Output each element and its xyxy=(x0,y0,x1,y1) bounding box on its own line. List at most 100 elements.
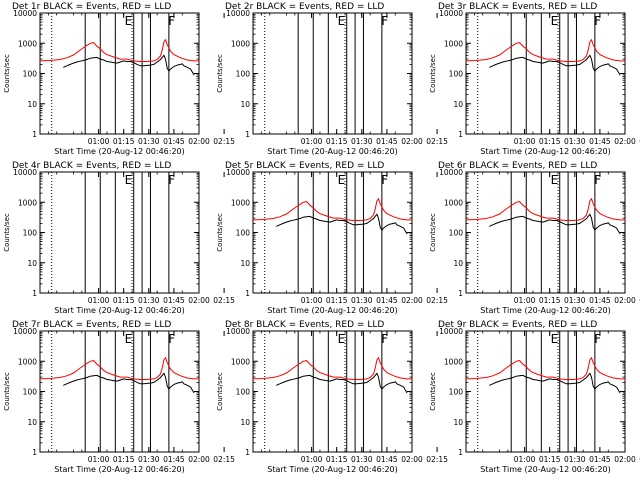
data-point-events xyxy=(539,380,540,381)
data-point-events xyxy=(545,379,547,381)
data-point-events xyxy=(136,64,138,65)
data-point-events xyxy=(63,384,64,386)
data-point-lld xyxy=(525,366,527,368)
data-point-lld xyxy=(499,372,500,374)
data-point-lld xyxy=(173,372,175,373)
flag-label: E xyxy=(125,173,133,187)
data-point-events xyxy=(373,218,374,219)
data-point-events xyxy=(292,378,294,380)
data-point-events xyxy=(535,61,537,63)
data-point-lld xyxy=(272,377,274,378)
x-tick-label: 01:00 xyxy=(88,137,110,146)
panel-det-4: Det 4r BLACK = Events, RED = LLD Counts/s… xyxy=(3,161,235,315)
data-point-lld xyxy=(586,214,587,216)
data-point-events xyxy=(140,383,141,385)
y-tick-label: 1000 xyxy=(231,198,250,207)
data-point-events xyxy=(166,67,168,69)
x-tick-label: 02:00 xyxy=(188,296,210,305)
data-point-events xyxy=(399,225,401,227)
data-point-events xyxy=(612,66,614,68)
data-point-events xyxy=(545,61,547,63)
panel-det-3: Det 3r BLACK = Events, RED = LLD Counts/s… xyxy=(429,2,640,156)
data-point-events xyxy=(589,54,591,56)
data-point-lld xyxy=(353,379,354,380)
data-point-lld xyxy=(359,379,361,380)
data-point-events xyxy=(525,217,527,219)
x-tick-label: 01:15 xyxy=(113,455,135,464)
data-point-events xyxy=(83,378,84,379)
data-point-events xyxy=(376,372,378,374)
data-point-events xyxy=(165,376,166,378)
y-tick-label: 10000 xyxy=(439,327,463,336)
y-axis-label: Counts/sec xyxy=(429,372,437,411)
data-point-lld xyxy=(512,45,514,46)
x-tick-label: 01:45 xyxy=(163,296,185,305)
data-point-lld xyxy=(591,39,592,41)
data-point-lld xyxy=(86,45,88,46)
data-point-events xyxy=(552,61,554,62)
data-point-lld xyxy=(140,379,141,380)
y-tick-label: 10 xyxy=(27,418,37,427)
data-point-lld xyxy=(612,377,614,379)
data-point-events xyxy=(99,58,101,60)
data-point-events xyxy=(140,65,141,67)
data-point-events xyxy=(183,65,185,67)
data-point-events xyxy=(492,383,494,385)
data-point-lld xyxy=(286,213,287,215)
data-point-events xyxy=(332,379,334,381)
x-tick-label: 02:15 xyxy=(213,296,235,305)
data-point-lld xyxy=(624,378,626,380)
data-point-events xyxy=(589,213,591,215)
data-point-events xyxy=(332,220,334,222)
data-point-lld xyxy=(582,218,584,219)
data-point-events xyxy=(99,376,101,378)
data-point-events xyxy=(539,221,540,222)
data-point-events xyxy=(616,227,617,229)
data-point-events xyxy=(282,223,284,224)
data-point-lld xyxy=(89,42,91,44)
y-tick-label: 1 xyxy=(245,289,250,298)
data-point-lld xyxy=(326,215,327,217)
data-point-events xyxy=(519,57,520,59)
data-point-lld xyxy=(393,216,394,218)
data-point-events xyxy=(163,54,165,56)
data-point-events xyxy=(612,384,614,386)
data-point-events xyxy=(302,216,304,218)
data-point-lld xyxy=(96,363,98,365)
data-point-events xyxy=(319,379,321,380)
data-point-lld xyxy=(596,209,597,211)
data-point-lld xyxy=(309,363,311,365)
data-point-events xyxy=(492,65,494,67)
data-point-lld xyxy=(299,204,301,205)
data-point-events xyxy=(607,63,609,65)
x-tick-label: 01:15 xyxy=(326,137,348,146)
x-tick-label: 01:00 xyxy=(301,455,323,464)
data-point-events xyxy=(302,375,304,377)
flag-label: E xyxy=(338,14,346,28)
data-point-events xyxy=(289,379,291,381)
data-point-events xyxy=(499,221,500,223)
data-point-lld xyxy=(49,60,51,61)
x-tick-label: 01:45 xyxy=(163,455,185,464)
flag-label: F xyxy=(594,14,601,28)
data-point-lld xyxy=(186,377,188,379)
data-point-lld xyxy=(332,376,334,378)
data-point-lld xyxy=(606,216,607,218)
data-point-lld xyxy=(166,362,168,363)
data-point-events xyxy=(396,383,398,385)
data-point-lld xyxy=(161,367,163,369)
data-point-lld xyxy=(532,213,534,214)
data-point-lld xyxy=(589,41,591,43)
data-point-lld xyxy=(465,219,467,221)
data-point-events xyxy=(495,64,497,65)
x-tick-label: 01:30 xyxy=(564,455,586,464)
data-point-events xyxy=(596,227,597,229)
data-point-lld xyxy=(399,377,401,379)
data-point-lld xyxy=(153,378,155,380)
data-point-lld xyxy=(532,54,534,55)
y-tick-label: 1000 xyxy=(18,39,37,48)
data-point-events xyxy=(343,379,344,380)
data-point-lld xyxy=(160,55,161,57)
plot-frame xyxy=(252,171,413,294)
data-point-lld xyxy=(292,367,294,369)
